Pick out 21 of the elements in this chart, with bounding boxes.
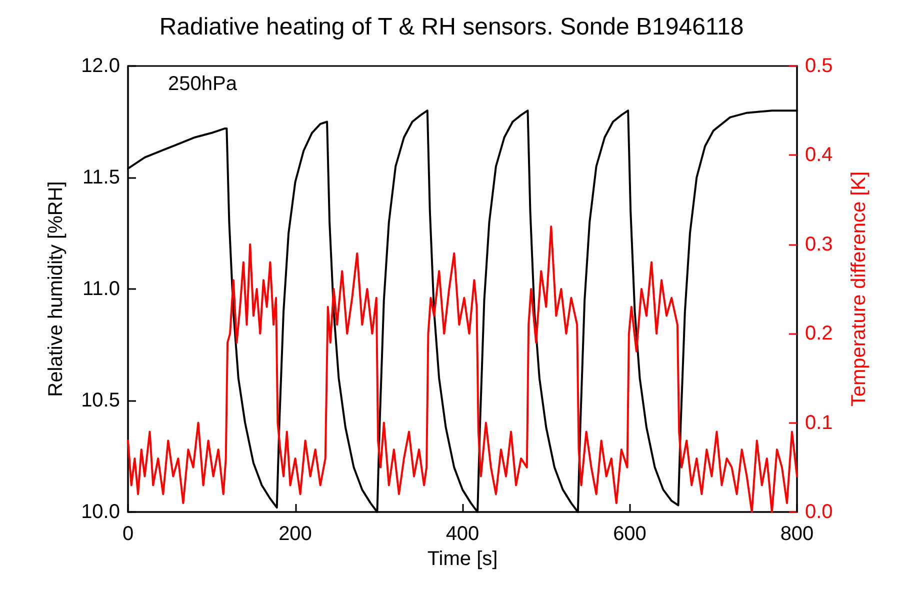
- y-axis-title: Relative humidity [%RH]: [45, 181, 67, 397]
- y-tick-label: 12.0: [81, 55, 120, 77]
- y2-tick-label: 0.2: [805, 322, 833, 345]
- x-axis-title: Time [s]: [427, 548, 498, 570]
- x-tick-label: 0: [122, 523, 134, 545]
- chart-title: Radiative heating of T & RH sensors. Sonde B1946118: [159, 14, 744, 40]
- y2-tick-label: 0.4: [805, 144, 833, 166]
- x-tick-label: 400: [446, 523, 480, 545]
- annotation: 250hPa: [168, 73, 238, 95]
- y-tick-label: 11.5: [82, 166, 120, 188]
- x-tick-label: 600: [613, 523, 646, 545]
- y-tick-label: 11.0: [82, 278, 120, 300]
- y-tick-label: 10.0: [81, 501, 120, 523]
- x-tick-label: 200: [278, 523, 312, 545]
- y2-tick-label: 0.0: [805, 501, 833, 523]
- x-tick-label: 800: [780, 523, 814, 545]
- y2-tick-label: 0.1: [805, 412, 833, 434]
- y2-tick-label: 0.5: [805, 55, 833, 77]
- y2-tick-label: 0.3: [805, 233, 833, 256]
- y-tick-label: 10.5: [81, 390, 120, 412]
- y2-axis-title: Temperature difference [K]: [848, 171, 870, 407]
